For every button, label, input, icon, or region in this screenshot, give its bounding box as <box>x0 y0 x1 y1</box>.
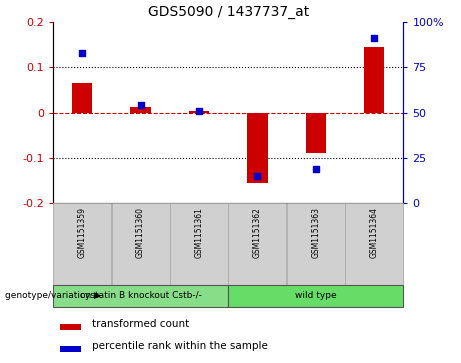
Text: GSM1151363: GSM1151363 <box>311 207 320 258</box>
Text: GSM1151361: GSM1151361 <box>195 207 203 258</box>
Point <box>78 50 86 56</box>
Text: GSM1151360: GSM1151360 <box>136 207 145 258</box>
Text: percentile rank within the sample: percentile rank within the sample <box>92 341 267 351</box>
Bar <box>306 113 326 153</box>
Point <box>137 102 144 108</box>
Title: GDS5090 / 1437737_at: GDS5090 / 1437737_at <box>148 5 309 19</box>
Point <box>254 173 261 179</box>
Bar <box>229 203 286 285</box>
Point <box>371 35 378 41</box>
Bar <box>287 203 345 285</box>
Text: cystatin B knockout Cstb-/-: cystatin B knockout Cstb-/- <box>80 291 201 300</box>
Text: wild type: wild type <box>295 291 337 300</box>
Bar <box>53 203 111 285</box>
Text: transformed count: transformed count <box>92 319 189 329</box>
Bar <box>53 285 228 307</box>
Bar <box>72 83 92 113</box>
Text: GSM1151359: GSM1151359 <box>78 207 87 258</box>
Bar <box>345 203 403 285</box>
Text: GSM1151364: GSM1151364 <box>370 207 378 258</box>
Bar <box>170 203 228 285</box>
Point <box>312 166 319 172</box>
Text: GSM1151362: GSM1151362 <box>253 207 262 258</box>
Bar <box>60 346 81 352</box>
Bar <box>364 47 384 113</box>
Point <box>195 108 203 114</box>
Bar <box>229 285 403 307</box>
Text: genotype/variation ▶: genotype/variation ▶ <box>5 291 100 300</box>
Bar <box>130 107 151 113</box>
Bar <box>60 324 81 330</box>
Bar <box>189 111 209 113</box>
Bar <box>247 113 267 183</box>
Bar <box>112 203 170 285</box>
